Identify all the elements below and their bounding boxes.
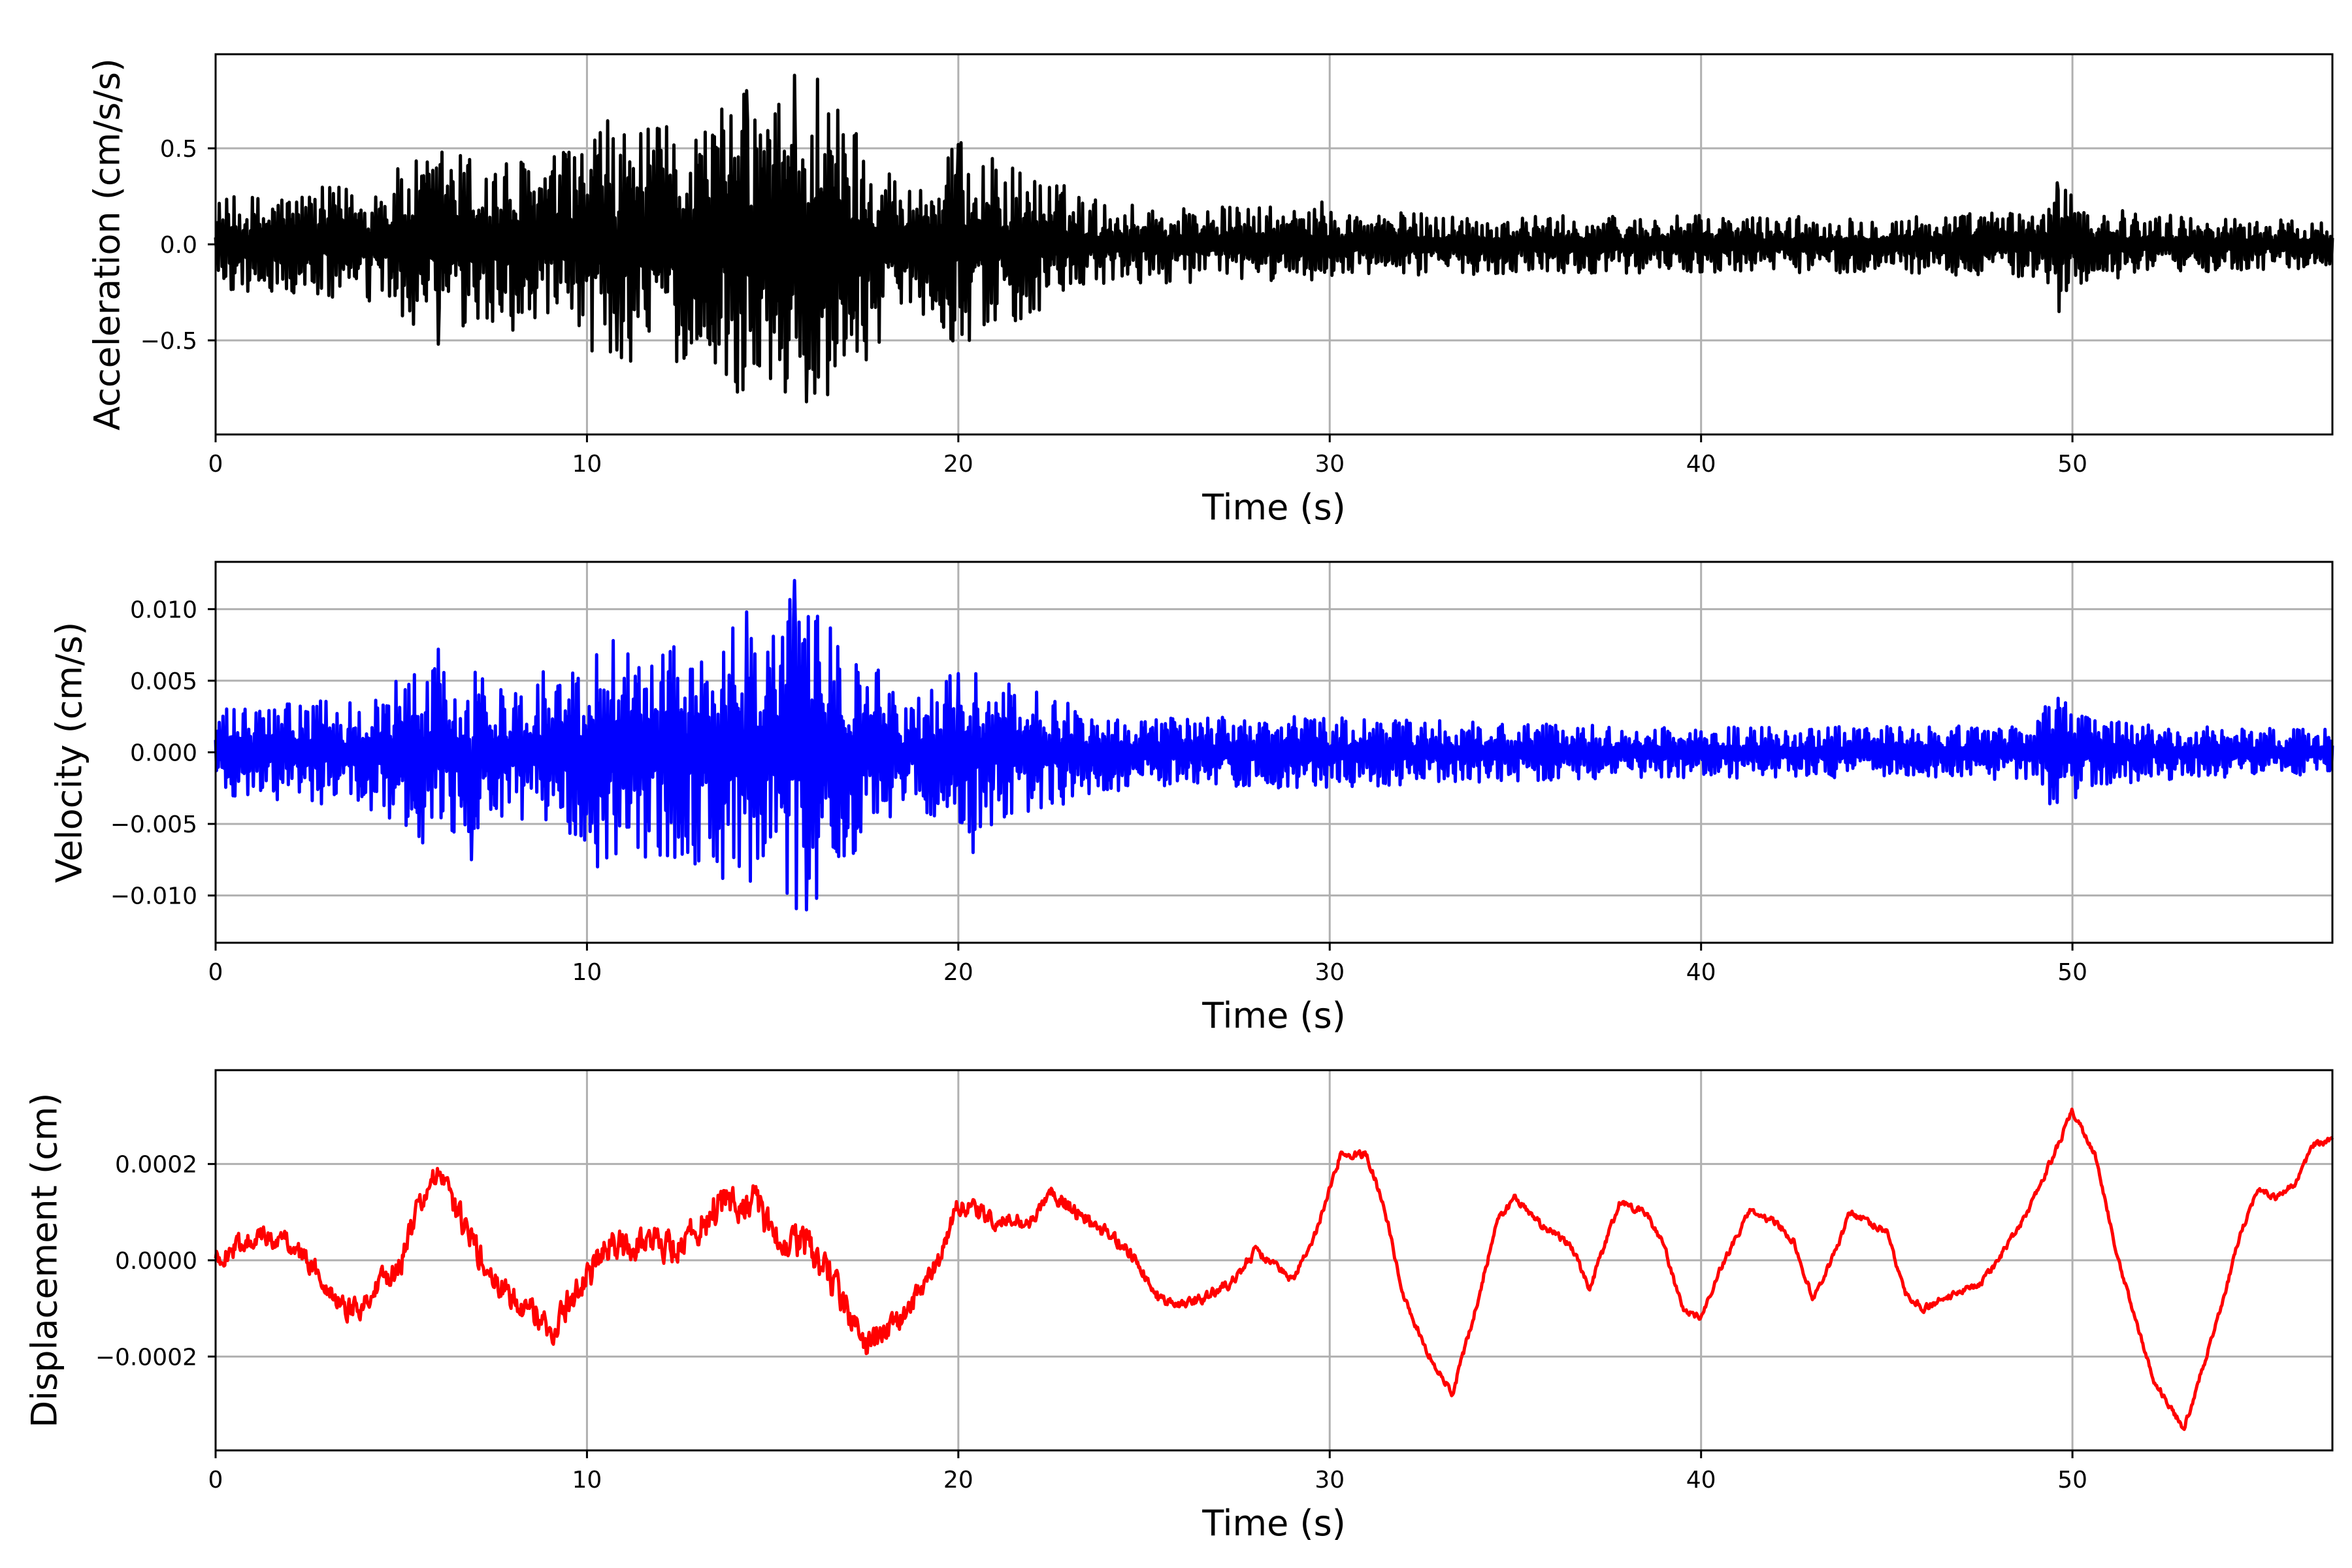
velocity-y-tick-label: −0.005 (110, 811, 197, 838)
velocity-y-axis-label: Velocity (cm/s) (49, 622, 90, 883)
velocity-x-tick-label: 30 (1315, 959, 1345, 986)
velocity-ticks: 0 10 20 30 40 50 −0.010 −0.005 0.000 0.005 0.010 (110, 596, 2087, 986)
acceleration-x-tick-label: 20 (943, 451, 973, 478)
velocity-x-tick-label: 40 (1686, 959, 1716, 986)
velocity-x-tick-label: 20 (943, 959, 973, 986)
velocity-panel: 0 10 20 30 40 50 −0.010 −0.005 0.000 0.005 0.010 T… (49, 561, 2334, 1036)
displacement-x-tick-label: 40 (1686, 1467, 1716, 1494)
acceleration-series-line (214, 73, 2334, 404)
displacement-x-axis-label: Time (s) (1201, 1503, 1346, 1544)
velocity-x-tick-label: 0 (208, 959, 223, 986)
velocity-x-tick-label: 50 (2057, 959, 2087, 986)
displacement-y-axis-label: Displacement (cm) (24, 1093, 65, 1428)
acceleration-x-tick-label: 40 (1686, 451, 1716, 478)
acceleration-x-tick-label: 10 (572, 451, 602, 478)
acceleration-x-tick-label: 0 (208, 451, 223, 478)
displacement-series-line (214, 1107, 2334, 1431)
velocity-y-tick-label: 0.005 (130, 668, 197, 695)
displacement-x-tick-label: 20 (943, 1467, 973, 1494)
acceleration-y-tick-label: 0.5 (160, 136, 197, 163)
displacement-x-tick-label: 50 (2057, 1467, 2087, 1494)
displacement-ticks: 0 10 20 30 40 50 −0.0002 0.0000 0.0002 (95, 1152, 2087, 1494)
velocity-x-axis-label: Time (s) (1201, 995, 1346, 1036)
velocity-y-tick-label: 0.010 (130, 596, 197, 623)
acceleration-panel: 0 10 20 30 40 50 −0.5 0.0 0.5 Time (s) Accelerat… (87, 53, 2334, 528)
displacement-x-tick-label: 0 (208, 1467, 223, 1494)
acceleration-ticks: 0 10 20 30 40 50 −0.5 0.0 0.5 (140, 136, 2087, 478)
velocity-y-tick-label: −0.010 (110, 883, 197, 910)
acceleration-x-axis-label: Time (s) (1201, 487, 1346, 528)
velocity-y-tick-label: 0.000 (130, 740, 197, 767)
displacement-x-tick-label: 10 (572, 1467, 602, 1494)
acceleration-y-axis-label: Acceleration (cm/s/s) (87, 58, 128, 431)
acceleration-x-tick-label: 50 (2057, 451, 2087, 478)
displacement-y-tick-label: −0.0002 (95, 1344, 197, 1371)
velocity-series-line (214, 579, 2334, 912)
displacement-y-tick-label: 0.0000 (115, 1248, 197, 1275)
acceleration-x-tick-label: 30 (1315, 451, 1345, 478)
displacement-y-tick-label: 0.0002 (115, 1152, 197, 1179)
displacement-x-tick-label: 30 (1315, 1467, 1345, 1494)
acceleration-y-tick-label: 0.0 (160, 232, 197, 259)
velocity-x-tick-label: 10 (572, 959, 602, 986)
acceleration-y-tick-label: −0.5 (140, 328, 197, 355)
